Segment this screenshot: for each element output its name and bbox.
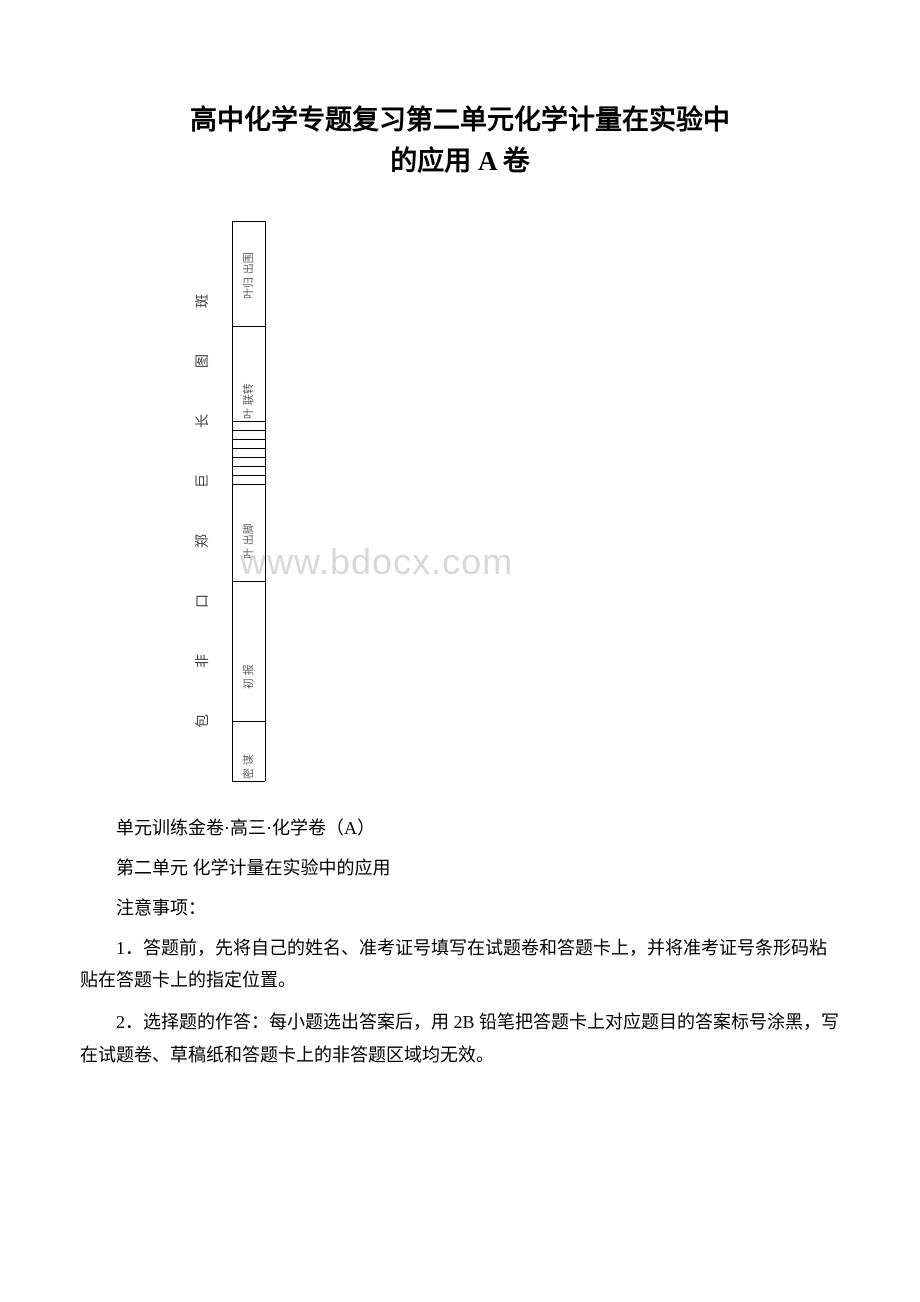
diagram-right-label: 叶归 出围: [240, 252, 256, 299]
diagram-hline: [232, 721, 265, 722]
diagram-left-char: 斑: [192, 294, 212, 308]
title-line-1: 高中化学专题复习第二单元化学计量在实验中: [190, 105, 730, 135]
diagram-right-label: 密 谋: [240, 754, 256, 779]
form-diagram: 斑 图 长 巨 郑 口 非 包 叶归 出围 叶 联转 叶 出脚 初 报 密 谋: [140, 221, 280, 781]
content-section: www.bdocx.com 斑 图 长 巨 郑 口 非 包 叶归 出围 叶 联转…: [80, 221, 840, 1071]
diagram-hline: [232, 221, 265, 222]
diagram-right-label: 叶 联转: [240, 383, 256, 419]
document-title: 高中化学专题复习第二单元化学计量在实验中 的应用 A 卷: [80, 100, 840, 181]
subtitle-1: 单元训练金卷·高三·化学卷（A）: [80, 811, 840, 845]
diagram-left-char: 郑: [192, 534, 212, 548]
diagram-hline: [232, 781, 265, 782]
watermark: www.bdocx.com: [240, 541, 513, 583]
instruction-1: 1．答题前，先将自己的姓名、准考证号填写在试题卷和答题卡上，并将准考证号条形码粘…: [80, 932, 840, 997]
diagram-left-char: 巨: [192, 474, 212, 488]
diagram-line-left: [232, 221, 233, 781]
diagram-hline: [232, 581, 265, 582]
subtitle-2: 第二单元 化学计量在实验中的应用: [80, 851, 840, 885]
diagram-right-label: 初 报: [240, 664, 256, 689]
diagram-right-label: 叶 出脚: [240, 523, 256, 559]
diagram-hline: [232, 326, 265, 327]
diagram-left-char: 长: [192, 414, 212, 428]
notice-heading: 注意事项：: [80, 891, 840, 925]
diagram-left-char: 图: [192, 354, 212, 368]
instruction-2: 2．选择题的作答：每小题选出答案后，用 2B 铅笔把答题卡上对应题目的答案标号涂…: [80, 1006, 840, 1071]
diagram-grid: [232, 421, 265, 485]
diagram-left-char: 包: [192, 714, 212, 728]
diagram-left-char: 口: [192, 594, 212, 608]
diagram-left-char: 非: [192, 654, 212, 668]
diagram-line-right: [265, 221, 266, 781]
title-line-2: 的应用 A 卷: [390, 146, 530, 176]
